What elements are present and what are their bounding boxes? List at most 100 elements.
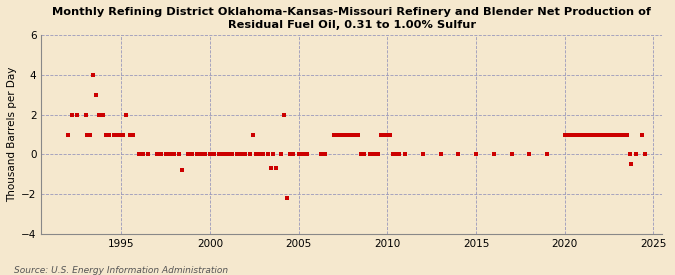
Point xyxy=(187,152,198,156)
Point xyxy=(265,166,276,170)
Point xyxy=(165,152,176,156)
Point xyxy=(562,132,573,137)
Point xyxy=(582,132,593,137)
Point xyxy=(160,152,171,156)
Point xyxy=(570,132,580,137)
Point xyxy=(209,152,220,156)
Point xyxy=(111,132,122,137)
Point xyxy=(341,132,352,137)
Title: Monthly Refining District Oklahoma-Kansas-Missouri Refinery and Blender Net Prod: Monthly Refining District Oklahoma-Kansa… xyxy=(53,7,651,30)
Point xyxy=(217,152,227,156)
Point xyxy=(571,132,582,137)
Point xyxy=(222,152,233,156)
Point xyxy=(599,132,610,137)
Point xyxy=(196,152,207,156)
Point xyxy=(350,132,360,137)
Point xyxy=(610,132,620,137)
Point xyxy=(253,152,264,156)
Point xyxy=(237,152,248,156)
Point xyxy=(417,152,428,156)
Point xyxy=(80,112,91,117)
Point xyxy=(614,132,625,137)
Point xyxy=(256,152,267,156)
Point xyxy=(593,132,604,137)
Point xyxy=(620,132,631,137)
Point xyxy=(583,132,594,137)
Point xyxy=(578,132,589,137)
Point xyxy=(329,132,340,137)
Point xyxy=(355,152,366,156)
Point xyxy=(213,152,224,156)
Point xyxy=(387,152,398,156)
Point xyxy=(576,132,587,137)
Point xyxy=(82,132,92,137)
Point xyxy=(592,132,603,137)
Point xyxy=(572,132,583,137)
Point xyxy=(125,132,136,137)
Point xyxy=(116,132,127,137)
Point xyxy=(541,152,552,156)
Point xyxy=(98,112,109,117)
Point xyxy=(376,132,387,137)
Point xyxy=(622,132,632,137)
Point xyxy=(617,132,628,137)
Point xyxy=(63,132,74,137)
Point xyxy=(574,132,585,137)
Point xyxy=(205,152,215,156)
Point xyxy=(373,152,384,156)
Point xyxy=(391,152,402,156)
Point xyxy=(250,152,261,156)
Point xyxy=(616,132,626,137)
Point xyxy=(601,132,612,137)
Point xyxy=(369,152,379,156)
Point xyxy=(138,152,148,156)
Point xyxy=(586,132,597,137)
Point xyxy=(134,152,144,156)
Point xyxy=(104,132,115,137)
Point xyxy=(101,132,112,137)
Point xyxy=(567,132,578,137)
Point xyxy=(524,152,535,156)
Point xyxy=(335,132,346,137)
Point xyxy=(128,132,138,137)
Point xyxy=(591,132,601,137)
Point xyxy=(120,112,131,117)
Point xyxy=(231,152,242,156)
Point xyxy=(117,132,128,137)
Point xyxy=(602,132,613,137)
Point xyxy=(587,132,598,137)
Point xyxy=(142,152,153,156)
Point xyxy=(607,132,618,137)
Point xyxy=(585,132,595,137)
Point xyxy=(94,112,105,117)
Point xyxy=(453,152,464,156)
Point xyxy=(394,152,404,156)
Point xyxy=(564,132,574,137)
Point xyxy=(191,152,202,156)
Point xyxy=(248,132,259,137)
Point xyxy=(114,132,125,137)
Point xyxy=(298,152,308,156)
Point xyxy=(67,112,78,117)
Point xyxy=(258,152,269,156)
Point xyxy=(618,132,629,137)
Point xyxy=(320,152,331,156)
Point xyxy=(400,152,410,156)
Point xyxy=(560,132,570,137)
Point xyxy=(293,152,304,156)
Point xyxy=(364,152,375,156)
Point xyxy=(72,112,82,117)
Point xyxy=(85,132,96,137)
Point xyxy=(271,166,282,170)
Point xyxy=(352,132,363,137)
Y-axis label: Thousand Barrels per Day: Thousand Barrels per Day xyxy=(7,67,17,202)
Point xyxy=(90,93,101,97)
Point xyxy=(279,112,290,117)
Point xyxy=(240,152,251,156)
Point xyxy=(338,132,348,137)
Text: Source: U.S. Energy Information Administration: Source: U.S. Energy Information Administ… xyxy=(14,266,227,275)
Point xyxy=(489,152,500,156)
Point xyxy=(156,152,167,156)
Point xyxy=(589,132,600,137)
Point xyxy=(470,152,481,156)
